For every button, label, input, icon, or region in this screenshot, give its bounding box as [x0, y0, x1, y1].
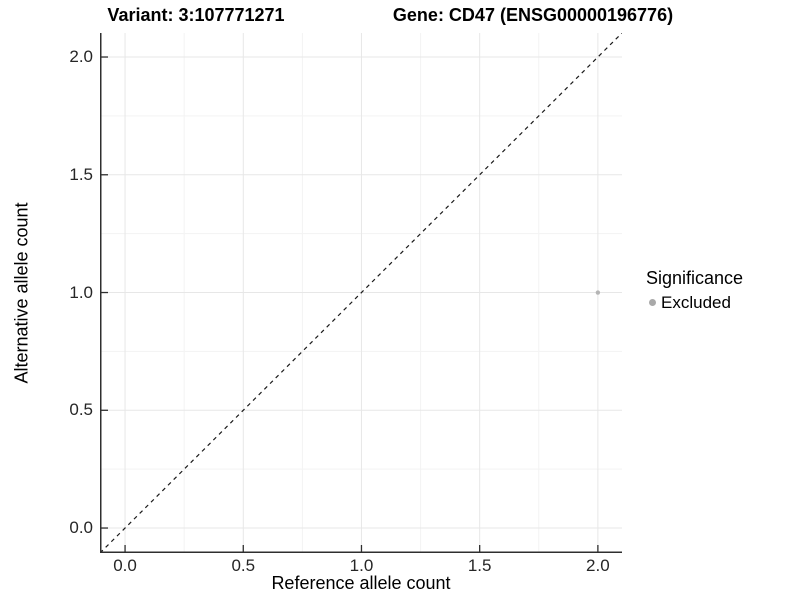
- plot-area-svg: [99, 32, 623, 554]
- x-tick-label: 1.0: [349, 556, 374, 575]
- legend-entry-excluded: Excluded: [646, 293, 743, 312]
- legend: Significance Excluded: [646, 268, 743, 312]
- y-tick-label: 1.0: [69, 282, 93, 302]
- y-tick-label: 2.0: [69, 47, 93, 67]
- plot-panel: [99, 32, 623, 554]
- y-tick-label: 1.5: [69, 164, 93, 184]
- legend-entry-label: Excluded: [661, 293, 731, 312]
- legend-point-icon: [649, 299, 656, 306]
- y-axis-title: Alternative allele count: [11, 202, 32, 384]
- legend-title: Significance: [646, 268, 744, 288]
- x-tick-label: 2.0: [586, 556, 610, 575]
- y-tick-label: 0.5: [69, 400, 93, 420]
- x-tick-label: 0.0: [113, 556, 137, 575]
- x-tick-label: 1.5: [467, 556, 492, 575]
- data-point: [595, 290, 601, 295]
- x-tick-label: 0.5: [231, 556, 256, 575]
- variant-title: Variant: 3:107771271: [107, 5, 285, 25]
- y-tick-label: 0.0: [69, 518, 93, 538]
- identity-dashed-line: [99, 32, 623, 554]
- gene-title: Gene: CD47 (ENSG00000196776): [392, 5, 674, 25]
- x-axis-title: Reference allele count: [271, 573, 451, 593]
